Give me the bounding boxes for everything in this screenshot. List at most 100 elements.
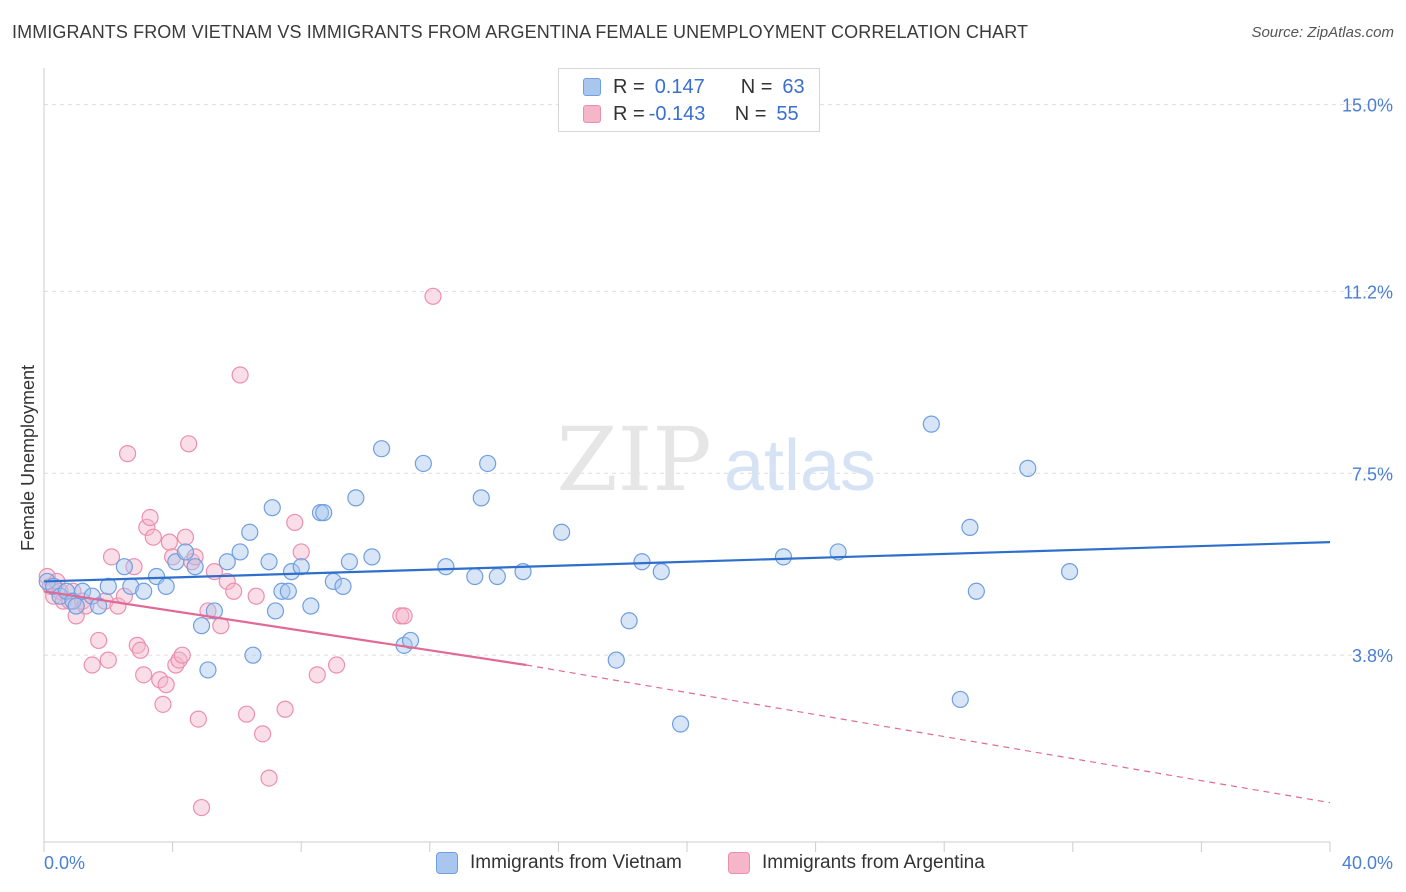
trend-line-argentina (43, 590, 527, 667)
point-vietnam-46 (472, 489, 490, 507)
point-vietnam-54 (652, 563, 670, 581)
point-argentina-31 (167, 656, 185, 674)
point-argentina-27 (154, 695, 172, 713)
trend-line-vietnam (43, 541, 1331, 583)
series-swatch-vietnam (436, 852, 458, 874)
point-vietnam-43 (414, 454, 432, 473)
point-argentina-15 (102, 548, 121, 566)
legend-r-label: R = (613, 102, 645, 125)
point-vietnam-60 (961, 518, 979, 536)
point-argentina-57 (424, 287, 442, 305)
point-argentina-18 (118, 445, 137, 463)
point-vietnam-62 (1019, 459, 1037, 477)
point-argentina-21 (131, 641, 150, 659)
axes (43, 68, 1331, 852)
point-argentina-38 (189, 710, 207, 728)
legend-n-value-argentina: 55 (776, 102, 799, 125)
legend-n-label: N = (740, 75, 773, 98)
point-argentina-29 (160, 533, 178, 551)
point-vietnam-21 (218, 553, 236, 571)
point-argentina-45 (231, 366, 249, 384)
point-argentina-50 (276, 700, 294, 718)
x-tick-label-min: 0.0% (44, 853, 85, 873)
point-vietnam-27 (266, 602, 285, 620)
y-tick-label-2: 11.2% (1343, 282, 1393, 302)
point-vietnam-24 (244, 646, 262, 664)
point-vietnam-36 (334, 577, 352, 595)
y-axis-label: Female Unemployment (18, 365, 38, 551)
point-vietnam-58 (922, 415, 940, 433)
point-vietnam-22 (231, 543, 249, 561)
point-vietnam-26 (263, 499, 281, 517)
y-tick-label-1: 7.5% (1352, 464, 1393, 484)
series-swatch-argentina (728, 852, 750, 874)
point-vietnam-55 (671, 715, 690, 733)
legend-n-label: N = (734, 102, 767, 125)
x-tick-label-max: 40.0% (1342, 853, 1393, 873)
point-argentina-25 (144, 528, 162, 546)
point-vietnam-25 (260, 553, 278, 571)
point-argentina-56 (395, 607, 413, 625)
series-legend-vietnam[interactable]: Immigrants from Vietnam (436, 852, 682, 874)
legend-row-vietnam: R = 0.147 N = 63 (583, 74, 805, 100)
point-argentina-11 (83, 656, 101, 674)
legend-swatch-vietnam (583, 78, 601, 96)
series-legend-argentina[interactable]: Immigrants from Argentina (728, 852, 985, 874)
point-argentina-37 (186, 548, 204, 566)
point-argentina-51 (286, 513, 304, 532)
legend-r-value-vietnam: 0.147 (654, 75, 705, 98)
point-argentina-14 (99, 651, 117, 669)
point-vietnam-63 (1060, 563, 1079, 581)
point-vietnam-31 (292, 558, 310, 576)
series-legend: Immigrants from Vietnam Immigrants from … (0, 852, 1406, 878)
point-vietnam-30 (282, 563, 301, 581)
point-vietnam-52 (620, 612, 638, 630)
point-vietnam-19 (199, 661, 217, 679)
series-label-argentina: Immigrants from Argentina (762, 852, 985, 873)
point-vietnam-47 (479, 454, 497, 473)
chart-source: Source: ZipAtlas.com (1251, 24, 1394, 41)
point-vietnam-20 (205, 602, 223, 620)
trend-lines (43, 541, 1331, 804)
point-argentina-32 (170, 651, 188, 669)
point-vietnam-12 (135, 582, 153, 600)
point-vietnam-38 (347, 489, 365, 507)
point-vietnam-34 (315, 504, 333, 522)
point-vietnam-40 (372, 440, 391, 458)
correlation-legend: R = 0.147 N = 63 R = -0.143 N = 55 (558, 68, 820, 132)
point-vietnam-53 (633, 553, 651, 571)
point-vietnam-14 (157, 577, 175, 595)
point-vietnam-50 (553, 523, 571, 541)
point-argentina-52 (292, 543, 310, 561)
point-argentina-49 (260, 769, 278, 787)
point-argentina-20 (128, 636, 146, 654)
point-argentina-33 (173, 646, 191, 664)
y-tick-label-3: 15.0% (1342, 96, 1393, 116)
point-argentina-39 (192, 798, 211, 817)
watermark-atlas: atlas (724, 426, 876, 506)
point-vietnam-59 (951, 690, 969, 709)
point-vietnam-48 (488, 567, 506, 586)
point-vietnam-28 (273, 582, 291, 600)
legend-row-argentina: R = -0.143 N = 55 (583, 101, 799, 127)
point-argentina-43 (218, 572, 236, 591)
watermark-zip: ZIP (556, 408, 711, 511)
point-argentina-12 (90, 631, 108, 650)
point-vietnam-9 (99, 577, 117, 595)
y-tick-label-0: 3.8% (1352, 646, 1393, 666)
legend-n-value-vietnam: 63 (782, 75, 805, 98)
point-vietnam-42 (401, 631, 420, 650)
point-argentina-53 (308, 666, 326, 684)
point-argentina-48 (254, 725, 272, 743)
point-vietnam-8 (90, 597, 108, 615)
point-argentina-28 (157, 676, 175, 694)
point-argentina-34 (176, 528, 195, 546)
point-vietnam-18 (192, 617, 211, 635)
point-argentina-35 (180, 435, 198, 453)
point-vietnam-32 (302, 597, 320, 615)
point-vietnam-17 (186, 558, 204, 576)
legend-swatch-argentina (583, 105, 601, 123)
point-vietnam-51 (607, 651, 625, 669)
point-vietnam-5 (67, 597, 85, 615)
point-argentina-22 (135, 666, 153, 684)
